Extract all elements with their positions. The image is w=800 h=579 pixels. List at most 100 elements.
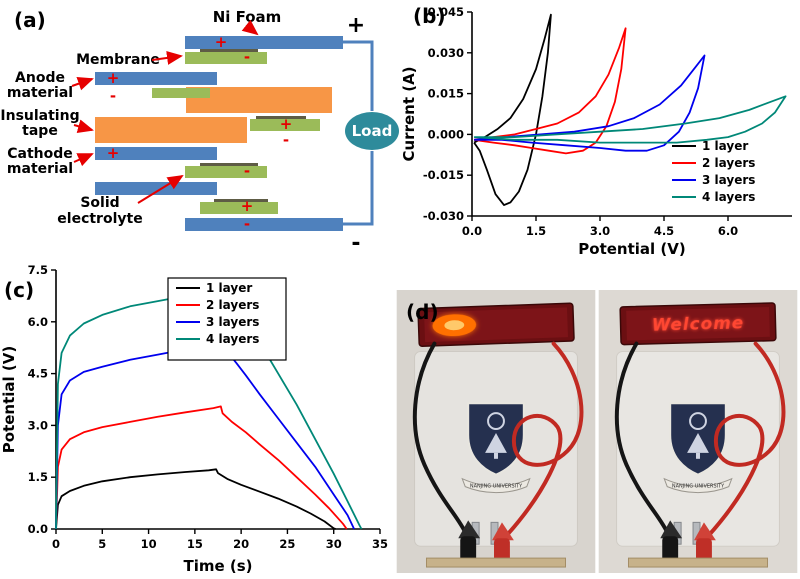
- ni-foam-arrow: [241, 19, 259, 36]
- series-2-layers: [55, 405, 348, 530]
- insulating-tape-left: [95, 117, 247, 143]
- y-tick-label: 0.000: [428, 127, 464, 141]
- ni-foam-collector-bottom: [185, 218, 343, 231]
- x-tick-label: 30: [326, 537, 342, 551]
- panel-a-device-schematic: (a): [0, 0, 400, 260]
- red-wire: [503, 341, 584, 539]
- legend-label: 2 layers: [206, 298, 259, 312]
- membrane-label: Membrane: [76, 52, 160, 68]
- red-clip-jaw: [694, 522, 716, 541]
- panel-c-gcd-chart: (c) 0 5 10 15 20 25 30 35 0.0 1.5 3.0 4.5 6.0 7.5 Time…: [0, 260, 396, 579]
- electrode-layer-4: [200, 202, 278, 214]
- ni-foam-label: Ni Foam: [213, 8, 282, 26]
- y-axis-title: Potential (V): [0, 346, 18, 453]
- load-oval: [345, 112, 399, 150]
- black-wire: [614, 341, 671, 537]
- polarity-sign: -: [244, 162, 250, 180]
- x-tick-label: 0.0: [462, 224, 482, 238]
- x-tick-label: 4.5: [654, 224, 674, 238]
- panel-a-label: (a): [14, 8, 46, 32]
- x-tick-label: 5: [98, 537, 106, 551]
- solid-electrolyte-layer: [185, 166, 267, 178]
- y-tick-label: 6.0: [28, 315, 48, 329]
- y-tick-label: 0.030: [428, 46, 464, 60]
- black-clip: [662, 536, 679, 565]
- collector-2: [95, 72, 217, 85]
- polarity-sign: +: [241, 197, 254, 215]
- series-3-layers: [474, 54, 706, 152]
- photo-device-partial: NANJING UNIVERSITY: [396, 290, 596, 573]
- y-tick-label: 1.5: [28, 470, 48, 484]
- led-display: [417, 302, 575, 347]
- panel-d-label: (d): [406, 300, 439, 324]
- x-tick-label: 1.5: [526, 224, 546, 238]
- collector-3: [95, 147, 217, 160]
- y-tick-label: -0.030: [423, 209, 464, 223]
- legend-label: 4 layers: [206, 332, 259, 346]
- positive-terminal: +: [347, 13, 365, 38]
- electrolyte-label-line1: Solid: [80, 195, 119, 211]
- emblem-tree: [687, 432, 709, 453]
- black-clip: [460, 536, 477, 565]
- y-tick-label: 0.015: [428, 87, 464, 101]
- anode-arrow: [71, 77, 94, 91]
- legend-label: 3 layers: [702, 173, 755, 187]
- tape-arrow: [73, 119, 94, 133]
- tape-label-line2: tape: [22, 123, 58, 139]
- x-tick-label: 3.0: [590, 224, 610, 238]
- anode-material-layer: [185, 52, 267, 64]
- polarity-sign: +: [107, 144, 120, 162]
- polarity-sign: +: [215, 33, 228, 51]
- wire-top: [343, 40, 374, 111]
- x-tick-label: 15: [187, 537, 203, 551]
- x-tick-label: 25: [279, 537, 295, 551]
- polarity-sign: -: [244, 48, 250, 66]
- photo-device-on: Welcome NANJING UNIVERSITY: [598, 290, 798, 573]
- series-4-layers: [474, 95, 787, 144]
- legend-label: 1 layer: [206, 281, 252, 295]
- legend-label: 4 layers: [702, 190, 755, 204]
- panel-d-photos: (d) NANJING: [396, 288, 800, 579]
- support-stick: [627, 557, 769, 568]
- negative-terminal: -: [351, 231, 360, 256]
- emblem-circle: [689, 412, 707, 431]
- electrolyte-arrow: [137, 174, 184, 204]
- cathode-label-line2: material: [7, 161, 73, 177]
- polarity-sign: +: [280, 115, 293, 133]
- emblem-tree: [485, 432, 507, 453]
- emblem-banner: [663, 477, 733, 493]
- black-wire: [412, 341, 469, 537]
- x-axis-title: Time (s): [183, 557, 252, 575]
- load-label: Load: [352, 122, 393, 140]
- led-display-screen: [626, 306, 770, 341]
- red-clip-jaw: [492, 522, 514, 541]
- panel-b-cv-chart: (b) 0.0 1.5 3.0 4.5 6.0 -0.030 -0.015 0.000 0.01…: [400, 0, 800, 262]
- ni-foam-collector-top: [185, 36, 343, 49]
- x-tick-label: 10: [141, 537, 157, 551]
- wire-bottom: [343, 151, 374, 226]
- emblem-banner: [461, 477, 531, 493]
- y-tick-label: 3.0: [28, 418, 48, 432]
- x-tick-label: 0: [52, 537, 60, 551]
- legend-label: 3 layers: [206, 315, 259, 329]
- charge-discharge-chart: 0 5 10 15 20 25 30 35 0.0 1.5 3.0 4.5 6.0 7.5 Time (s)…: [0, 263, 388, 575]
- emblem-text: NANJING UNIVERSITY: [470, 484, 523, 490]
- panel-b-label: (b): [413, 4, 446, 28]
- polarity-sign: -: [110, 87, 116, 105]
- series-3-layers: [55, 341, 355, 530]
- legend-label: 2 layers: [702, 156, 755, 170]
- legend-label: 1 layer: [702, 139, 748, 153]
- y-tick-label: 7.5: [28, 263, 48, 277]
- anode-label-line2: material: [7, 85, 73, 101]
- black-clip-jaw: [660, 520, 683, 539]
- panel-c-label: (c): [4, 278, 35, 302]
- y-tick-label: -0.015: [423, 168, 464, 182]
- electrode-stack: [95, 36, 343, 231]
- series-1-layer: [55, 468, 336, 530]
- collector-4: [95, 182, 217, 195]
- polarity-signs: + - + - + - + - + -: [107, 33, 293, 233]
- emblem-circle: [487, 412, 505, 431]
- cathode-arrow: [73, 153, 94, 167]
- polarity-sign: -: [244, 215, 250, 233]
